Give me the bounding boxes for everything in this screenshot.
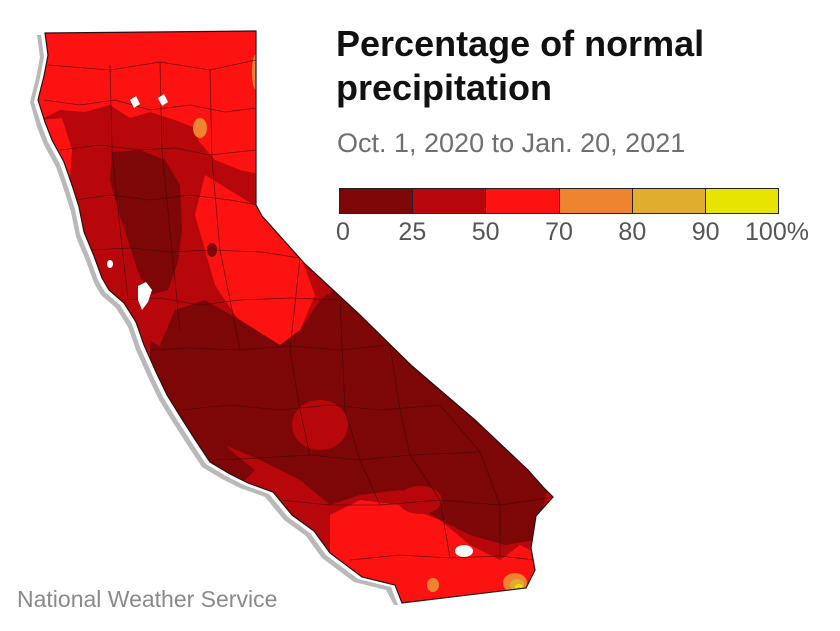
map-subtitle: Oct. 1, 2020 to Jan. 20, 2021 [337, 128, 686, 158]
legend-swatch-90-100 [705, 189, 779, 213]
legend-swatch-50-70 [486, 189, 560, 213]
lake-tahoe [207, 243, 217, 257]
precip-zone-50-70-sierra [195, 175, 315, 345]
northern-lakes [130, 94, 168, 108]
legend-swatch-80-90 [632, 189, 706, 213]
precipitation-legend [339, 188, 779, 214]
precip-zone-50-70-northeast [198, 60, 265, 175]
precip-spot-70-80-southwest [427, 578, 439, 592]
legend-tick-label: 100% [745, 218, 809, 246]
precip-pocket-50-70-central [292, 400, 348, 450]
precip-zone-0-25-central-coast [150, 340, 255, 485]
legend-swatch-0-25 [340, 189, 414, 213]
legend-tick-label: 50 [471, 218, 500, 246]
clear-lake [107, 260, 113, 268]
legend-swatch-25-50 [413, 189, 487, 213]
san-francisco-bay [138, 282, 152, 310]
legend-tick-label: 80 [618, 218, 647, 246]
source-credit: National Weather Service [17, 586, 278, 612]
precip-zone-0-25-desert [415, 470, 545, 545]
precip-spot-70-80-north [193, 118, 207, 138]
legend-tick-label: 25 [398, 218, 427, 246]
salton-sea [455, 545, 473, 557]
legend-tick-label: 90 [691, 218, 720, 246]
legend-tick-label: 0 [336, 218, 350, 246]
legend-swatch-70-80 [559, 189, 633, 213]
map-title: Percentage of normal precipitation [336, 23, 705, 108]
precip-pocket-50-70-south [398, 486, 442, 514]
precip-zone-0-25-sacramento-valley [110, 150, 182, 295]
legend-tick-label: 70 [545, 218, 573, 246]
